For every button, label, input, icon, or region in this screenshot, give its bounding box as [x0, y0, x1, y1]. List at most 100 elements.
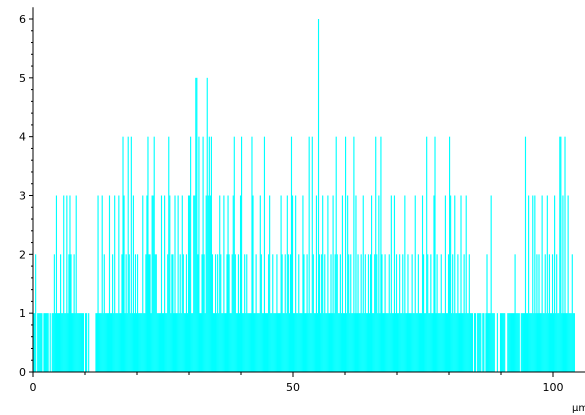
- histogram-bar: [347, 195, 349, 372]
- histogram-bar: [501, 313, 503, 372]
- histogram-bar: [209, 195, 211, 372]
- histogram-bar: [199, 313, 201, 372]
- histogram-bar: [256, 313, 258, 372]
- histogram-bar: [99, 313, 101, 372]
- histogram-bar: [207, 195, 209, 372]
- histogram-bar: [234, 254, 236, 372]
- histogram-bar: [190, 136, 192, 372]
- histogram-bar: [54, 313, 56, 372]
- histogram-bar: [305, 313, 307, 372]
- histogram-bar: [393, 195, 396, 372]
- histogram-bar: [232, 195, 234, 372]
- x-tick-label: 100: [543, 381, 564, 394]
- histogram-bar: [461, 313, 463, 372]
- histogram-bar: [382, 313, 384, 372]
- y-tick-label: 3: [19, 190, 26, 203]
- histogram-bar: [408, 313, 410, 372]
- histogram-bar: [488, 313, 490, 372]
- histogram-bar: [43, 313, 45, 372]
- histogram-bar: [168, 136, 170, 372]
- histogram-bar: [211, 254, 214, 372]
- histogram-bar: [122, 136, 124, 372]
- histogram-bar: [300, 313, 302, 372]
- histogram-bar: [400, 313, 402, 372]
- histogram-bar: [76, 313, 78, 372]
- histogram-bar: [176, 313, 178, 372]
- histogram-bar: [520, 313, 522, 372]
- histogram-bar: [460, 195, 462, 372]
- histogram-bar: [208, 136, 210, 372]
- histogram-bar: [533, 313, 535, 372]
- histogram-bar: [570, 313, 572, 372]
- histogram-bar: [534, 195, 536, 372]
- histogram-bar: [486, 254, 488, 372]
- histogram-bar: [254, 313, 256, 372]
- histogram-bar: [281, 254, 283, 372]
- histogram-bar: [512, 313, 514, 372]
- histogram-bar: [489, 313, 491, 372]
- histogram-bar: [381, 254, 383, 372]
- histogram-bar: [268, 254, 270, 372]
- histogram-bar: [155, 254, 157, 372]
- histogram-bar: [298, 254, 300, 372]
- histogram-bar: [184, 313, 186, 372]
- histogram-bar: [263, 136, 266, 372]
- histogram-bar: [169, 195, 171, 372]
- histogram-bar: [272, 254, 274, 372]
- histogram-bar: [302, 195, 304, 372]
- histogram-bar: [525, 313, 528, 372]
- histogram-bar: [137, 254, 139, 372]
- histogram-bar: [453, 313, 455, 372]
- y-tick-label: 5: [19, 72, 26, 85]
- histogram-bar: [544, 254, 546, 372]
- histogram-bar: [340, 313, 342, 372]
- histogram-bar: [73, 254, 75, 372]
- histogram-bar: [523, 313, 526, 372]
- histogram-bar: [329, 313, 331, 372]
- histogram-bar: [473, 313, 476, 372]
- histogram-bar: [107, 313, 110, 372]
- histogram-bar: [522, 313, 524, 372]
- histogram-bar: [559, 136, 561, 372]
- histogram-bar: [178, 313, 180, 372]
- histogram-bar: [238, 313, 241, 372]
- histogram-bar: [294, 313, 296, 372]
- histogram-bar: [60, 254, 62, 372]
- histogram-bar: [228, 254, 230, 372]
- histogram-bar: [317, 19, 320, 372]
- histogram-bar: [63, 195, 65, 372]
- histogram-bar: [443, 313, 445, 372]
- histogram-bar: [539, 313, 541, 372]
- histogram-bar: [567, 195, 569, 372]
- histogram-bar: [391, 313, 393, 372]
- histogram-bar: [477, 313, 479, 372]
- histogram-bar: [161, 313, 164, 372]
- histogram-bar: [279, 313, 281, 372]
- histogram-bar: [74, 313, 76, 372]
- histogram-bar: [289, 254, 292, 372]
- histogram-bar: [85, 313, 87, 372]
- histogram-bar: [159, 313, 162, 372]
- histogram-bar: [395, 254, 398, 372]
- histogram-bar: [514, 254, 516, 372]
- histogram-bar: [479, 313, 481, 372]
- histogram-bar: [258, 313, 260, 372]
- histogram-bar: [383, 313, 385, 372]
- histogram-bar: [464, 313, 466, 372]
- histogram-bar: [411, 254, 413, 372]
- histogram-bar: [117, 313, 119, 372]
- histogram-bar: [513, 313, 515, 372]
- histogram-bar: [97, 195, 99, 372]
- histogram-bar: [435, 313, 437, 372]
- histogram-bar: [246, 254, 248, 372]
- histogram-bar: [307, 313, 309, 372]
- histogram-bar: [179, 254, 181, 372]
- histogram-bar: [210, 136, 212, 372]
- histogram-bar: [335, 136, 337, 372]
- histogram-bar: [561, 313, 563, 372]
- histogram-bar: [202, 136, 204, 372]
- histogram-bar: [572, 313, 574, 372]
- histogram-bar: [491, 313, 493, 372]
- histogram-bar: [205, 195, 207, 372]
- histogram-bar: [374, 254, 376, 372]
